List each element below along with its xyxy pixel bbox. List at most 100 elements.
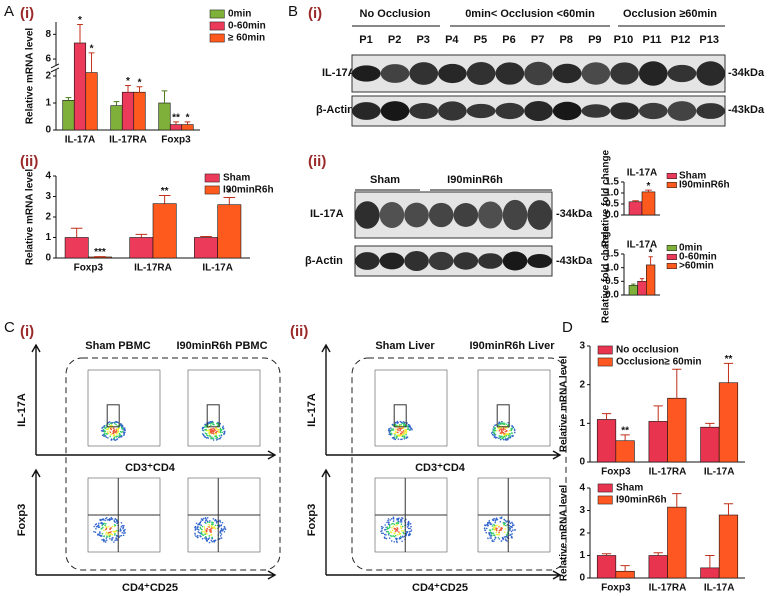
flow-dot [97, 534, 99, 536]
blot-band [527, 254, 552, 268]
lane-label: P4 [445, 34, 459, 46]
flow-title: I90minR6h PBMC [176, 340, 267, 352]
y-axis-label: Relative mRNA level [25, 169, 36, 266]
flow-dot [219, 535, 222, 537]
flow-dot [107, 437, 109, 439]
flow-axis: CD3⁺CD4 [125, 462, 176, 474]
blot-band [380, 64, 410, 83]
chart-title: IL-17A [627, 240, 658, 251]
flow-dot [93, 530, 95, 533]
flow-dot [389, 429, 391, 432]
flow-dot [398, 434, 401, 437]
flow-dot [216, 428, 218, 430]
significance: ** [621, 426, 629, 437]
lane-label: P7 [531, 34, 544, 46]
blot-band [552, 101, 582, 121]
flow-dot [383, 533, 386, 536]
flow-dot [401, 517, 404, 520]
flow-dot [400, 526, 402, 528]
blot-band [502, 251, 528, 271]
blot-band [495, 102, 525, 120]
flow-dot [122, 534, 125, 537]
flow-dot [388, 532, 391, 535]
subpanel-label: (ii) [308, 153, 326, 170]
flow-dot [505, 435, 508, 437]
flow-dot [408, 530, 411, 533]
flow-dot [495, 533, 498, 536]
flow-dot [506, 438, 509, 440]
bar [158, 102, 171, 131]
y-axis-label: Relative fold change [601, 149, 612, 247]
flow-dot [109, 531, 111, 534]
lane-label: P1 [359, 34, 372, 46]
flow-dot [224, 527, 226, 529]
flow-dot [382, 526, 384, 529]
flow-dot [216, 430, 218, 433]
y-tick-label: 0.0 [605, 290, 619, 301]
flow-dot [200, 531, 203, 533]
flow-dot [103, 539, 106, 542]
flow-dot [500, 422, 502, 424]
flow-dot [410, 427, 413, 430]
blot-band [409, 103, 439, 119]
flow-dot [198, 522, 201, 525]
flow-dot [212, 423, 214, 426]
flow-dot [396, 530, 398, 532]
flow-dot [401, 438, 403, 441]
flow-dot [209, 528, 212, 531]
blot-band [355, 252, 380, 270]
flow-dot [98, 526, 101, 528]
flow-dot [210, 525, 212, 527]
significance: * [78, 15, 82, 26]
flow-dot [223, 531, 226, 533]
flow-dot [115, 430, 117, 433]
flow-dot [505, 539, 507, 541]
flow-dot [109, 424, 112, 427]
flow-dot [101, 518, 104, 521]
flow-dot [402, 430, 405, 432]
legend-label: >60min [679, 261, 714, 272]
x-tick-label: IL-17A [65, 135, 96, 146]
blot-band [466, 62, 496, 85]
flow-dot [108, 430, 110, 432]
flow-dot [507, 433, 510, 436]
legend-swatch [666, 173, 677, 179]
flow-dot [395, 522, 398, 524]
flow-dot [494, 427, 497, 430]
gate [206, 404, 220, 428]
flow-dot [210, 424, 212, 427]
flow-dot [394, 532, 396, 534]
error-bar [631, 283, 636, 286]
flow-dot [509, 522, 512, 525]
flow-dot [100, 535, 103, 537]
flow-dot [124, 431, 126, 434]
flow-dot [113, 525, 116, 528]
flow-dot [204, 537, 206, 539]
axis-break [50, 63, 60, 73]
flow-dot [119, 430, 122, 433]
error-bar [125, 84, 131, 93]
flow-dot [219, 521, 222, 523]
blot-row: IL-17A [322, 67, 356, 79]
flow-dot [401, 422, 404, 425]
flow-dot [498, 435, 501, 437]
flow-dot [380, 530, 382, 533]
flow-dot [115, 530, 118, 532]
flow-dot [492, 519, 495, 522]
flow-dot [498, 525, 501, 527]
error-bar [648, 256, 653, 265]
flow-dot [204, 432, 207, 434]
flow-dot [100, 522, 102, 524]
flow-dot [103, 426, 106, 429]
bar [615, 440, 635, 463]
gate [496, 404, 510, 428]
flow-dot [202, 534, 205, 536]
flow-dot [495, 529, 498, 532]
flow-dot [499, 438, 502, 441]
flow-dot [492, 432, 495, 434]
flow-dot [104, 435, 107, 437]
flow-dot [501, 435, 503, 438]
flow-dot [200, 520, 202, 522]
flow-dot [222, 529, 225, 531]
